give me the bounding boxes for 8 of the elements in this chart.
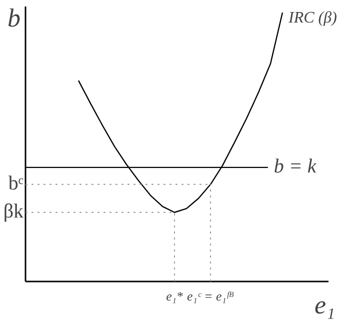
x-tick-label: e₁* [166,288,184,304]
series-label: IRC (β) [288,10,337,26]
ref-line-label: bᶜ [8,172,24,194]
x-axis-title: e₁ [314,290,336,320]
x-tick-label: e₁ᶜ = e₁ᶠᴮ [187,288,235,304]
y-axis-title: b [8,4,20,32]
ref-line-label: βk [3,200,24,222]
ref-line-label: b = k [274,155,318,178]
